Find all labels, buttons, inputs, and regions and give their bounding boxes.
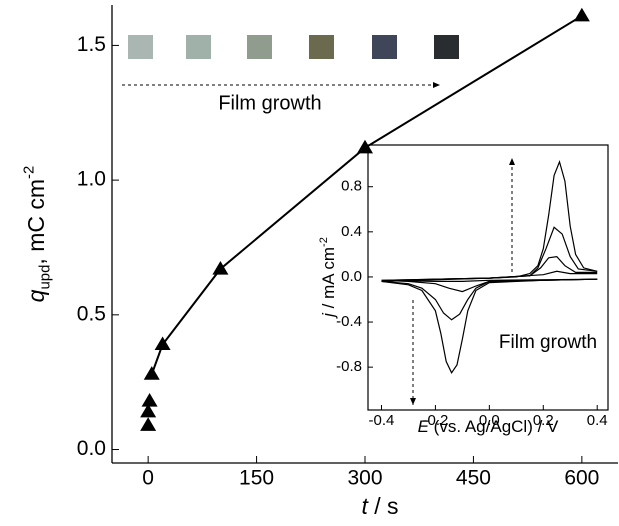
- triangle-marker: [140, 417, 157, 431]
- label-var: E: [418, 417, 430, 436]
- triangle-marker: [140, 403, 157, 418]
- label-unit: (vs. Ag/AgCl) / V: [429, 417, 559, 436]
- label-var: j: [319, 312, 338, 319]
- label-sup: -2: [318, 237, 330, 247]
- swatch: [434, 35, 459, 59]
- x-tick-label: 450: [456, 466, 491, 489]
- y-tick-label: 0.8: [341, 178, 362, 195]
- label-sup: -2: [21, 166, 38, 179]
- x-tick-label: 0.4: [587, 412, 608, 429]
- x-tick-label: 0: [142, 466, 154, 489]
- swatch: [309, 35, 334, 59]
- inset-frame: [367, 144, 609, 411]
- label-unit: , mC cm: [23, 179, 49, 265]
- triangle-marker: [212, 261, 229, 275]
- x-axis-label: t / s: [361, 493, 398, 519]
- y-axis-label: j / mA cm-2: [318, 237, 339, 319]
- y-tick-label: -0.4: [336, 313, 362, 330]
- triangle-marker: [141, 393, 158, 407]
- swatch: [372, 35, 397, 59]
- y-axis-label: qupd, mC cm-2: [21, 166, 54, 303]
- triangle-marker: [573, 7, 590, 22]
- y-tick-label: 0.0: [341, 268, 362, 285]
- swatch: [247, 35, 272, 59]
- x-axis-label: E (vs. Ag/AgCl) / V: [418, 417, 559, 436]
- x-tick-label: 150: [239, 466, 274, 489]
- x-tick-label: 300: [347, 466, 382, 489]
- y-tick-label: 0.5: [77, 302, 106, 325]
- annotation: Film growth: [218, 92, 321, 114]
- film-swatches: [128, 35, 459, 59]
- x-tick-label: -0.4: [369, 412, 395, 429]
- x-tick-label: 600: [564, 466, 599, 489]
- label-var: t: [361, 493, 369, 519]
- y-tick-label: 1.5: [77, 33, 106, 56]
- series-line: [381, 226, 598, 321]
- label-sub: upd: [36, 265, 53, 290]
- x-tick-label: 0.2: [533, 412, 554, 429]
- label-var: q: [23, 289, 49, 302]
- triangle-marker: [357, 139, 373, 154]
- x-tick-label: -0.2: [422, 412, 448, 429]
- y-tick-label: 0.0: [77, 437, 106, 460]
- label-unit: / mA cm: [319, 247, 338, 313]
- triangle-marker: [143, 366, 160, 380]
- label-unit: / s: [368, 493, 399, 519]
- swatch: [128, 35, 153, 59]
- y-tick-label: -0.8: [336, 358, 362, 375]
- annotation: Film growth: [499, 332, 597, 353]
- y-tick-label: 1.0: [77, 168, 106, 191]
- series-line: [381, 270, 598, 282]
- x-tick-label: 0.0: [479, 412, 500, 429]
- triangle-marker: [154, 336, 171, 351]
- swatch: [186, 35, 211, 59]
- y-tick-label: 0.4: [341, 223, 362, 240]
